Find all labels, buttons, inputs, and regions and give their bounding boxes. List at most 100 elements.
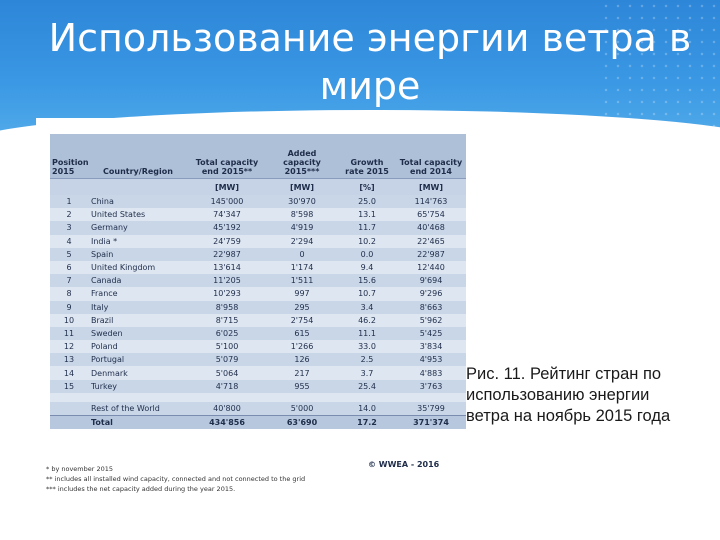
table-cell: 24'759 xyxy=(188,234,266,248)
footnote: * by november 2015 xyxy=(46,465,114,473)
header-position: Position 2015 xyxy=(50,134,89,179)
total-row: Total 434'856 63'690 17.2 371'374 xyxy=(50,415,466,430)
table-cell: 11.1 xyxy=(338,326,396,341)
table-cell: 11'205 xyxy=(188,274,266,288)
table-cell: India * xyxy=(88,234,188,248)
table-row: 10 Brazil 8'715 2'754 46.2 5'962 xyxy=(50,313,466,327)
table-cell: 63'690 xyxy=(266,415,338,430)
table-cell: 5'064 xyxy=(188,366,266,380)
table-cell: 1 xyxy=(50,195,88,209)
table-cell: 4'953 xyxy=(396,353,466,367)
table-cell: 0.0 xyxy=(338,247,396,261)
table-cell: 5'000 xyxy=(266,401,338,416)
units-row: [MW] [MW] [%] [MW] xyxy=(50,178,466,195)
copyright-label: © WWEA - 2016 xyxy=(368,460,440,469)
table-cell: 295 xyxy=(266,300,338,314)
table-cell: 12'440 xyxy=(396,260,466,275)
table-cell: 2'294 xyxy=(266,234,338,248)
table-cell: France xyxy=(88,287,188,301)
footnotes: * by november 2015 ** includes all insta… xyxy=(46,464,305,494)
table-cell xyxy=(50,178,88,195)
table-cell: 13 xyxy=(50,353,88,367)
table-cell: 6'025 xyxy=(188,326,266,341)
table-cell: 3.7 xyxy=(338,366,396,380)
table-row: 14 Denmark 5'064 217 3.7 4'883 xyxy=(50,366,466,380)
table-cell: 5'079 xyxy=(188,353,266,367)
table-cell xyxy=(88,178,188,195)
table-cell: 8'715 xyxy=(188,313,266,327)
table-cell: 3'834 xyxy=(396,340,466,354)
table-cell: 22'987 xyxy=(396,247,466,261)
table-cell: Poland xyxy=(88,340,188,354)
table-cell: 65'754 xyxy=(396,208,466,222)
table-row: 9 Italy 8'958 295 3.4 8'663 xyxy=(50,300,466,314)
figure-caption: Рис. 11. Рейтинг стран по использованию … xyxy=(466,365,671,425)
header-total-2015: Total capacity end 2015** xyxy=(188,134,266,179)
table-cell: United Kingdom xyxy=(88,260,188,275)
table-row: 4 India * 24'759 2'294 10.2 22'465 xyxy=(50,234,466,248)
table-cell: 6 xyxy=(50,260,88,275)
table-cell: 9.4 xyxy=(338,260,396,275)
table-row: 2 United States 74'347 8'598 13.1 65'754 xyxy=(50,208,466,222)
table-cell: 9 xyxy=(50,300,88,314)
table-cell: 5'100 xyxy=(188,340,266,354)
table-cell: 33.0 xyxy=(338,340,396,354)
table-cell: Spain xyxy=(88,247,188,261)
table-cell: United States xyxy=(88,208,188,222)
table-cell: 217 xyxy=(266,366,338,380)
table-cell xyxy=(50,415,88,430)
table-cell: Portugal xyxy=(88,353,188,367)
table-cell: 40'468 xyxy=(396,221,466,235)
table-cell: 35'799 xyxy=(396,401,466,416)
table-cell: 3'763 xyxy=(396,379,466,393)
table-cell: 15 xyxy=(50,379,88,393)
table-cell: 114'763 xyxy=(396,195,466,209)
table-cell: 371'374 xyxy=(396,415,466,430)
wind-capacity-table-image: Position 2015 Country/Region Total capac… xyxy=(36,118,466,500)
table-cell: 1'174 xyxy=(266,260,338,275)
table-row: 11 Sweden 6'025 615 11.1 5'425 xyxy=(50,326,466,341)
table-cell: 1'511 xyxy=(266,274,338,288)
table-cell: 14.0 xyxy=(338,401,396,416)
table-row: 3 Germany 45'192 4'919 11.7 40'468 xyxy=(50,221,466,235)
table-cell: 17.2 xyxy=(338,415,396,430)
table-cell: 9'296 xyxy=(396,287,466,301)
table-cell: 4 xyxy=(50,234,88,248)
table-cell: 10.7 xyxy=(338,287,396,301)
table-cell: 8'663 xyxy=(396,300,466,314)
table-cell: 10 xyxy=(50,313,88,327)
table-row: 7 Canada 11'205 1'511 15.6 9'694 xyxy=(50,274,466,288)
table-row: 15 Turkey 4'718 955 25.4 3'763 xyxy=(50,379,466,393)
table-cell: Denmark xyxy=(88,366,188,380)
table-cell: 11 xyxy=(50,326,88,341)
table-cell: Italy xyxy=(88,300,188,314)
table-cell: 8'598 xyxy=(266,208,338,222)
table-cell: 25.4 xyxy=(338,379,396,393)
table-cell: 30'970 xyxy=(266,195,338,209)
table-cell: 11.7 xyxy=(338,221,396,235)
table-cell: 45'192 xyxy=(188,221,266,235)
table-cell: [MW] xyxy=(266,178,338,195)
header-added-2015: Added capacity 2015*** xyxy=(266,134,338,179)
table-cell: 615 xyxy=(266,326,338,341)
table-cell: 8'958 xyxy=(188,300,266,314)
table-cell: 22'465 xyxy=(396,234,466,248)
table-row: 1 China 145'000 30'970 25.0 114'763 xyxy=(50,195,466,209)
table-cell: [MW] xyxy=(188,178,266,195)
table-cell: 4'718 xyxy=(188,379,266,393)
table-cell: 2'754 xyxy=(266,313,338,327)
table-cell: 0 xyxy=(266,247,338,261)
table-cell: 25.0 xyxy=(338,195,396,209)
table-row: 13 Portugal 5'079 126 2.5 4'953 xyxy=(50,353,466,367)
footnote: *** includes the net capacity added duri… xyxy=(46,485,236,493)
table-cell: 10'293 xyxy=(188,287,266,301)
table-cell: 13.1 xyxy=(338,208,396,222)
table-cell: 74'347 xyxy=(188,208,266,222)
table-cell: 22'987 xyxy=(188,247,266,261)
table-cell: 7 xyxy=(50,274,88,288)
table-cell: 1'266 xyxy=(266,340,338,354)
table-cell: 5 xyxy=(50,247,88,261)
footnote: ** includes all installed wind capacity,… xyxy=(46,475,306,483)
table-cell: [MW] xyxy=(396,178,466,195)
table-header-row: Position 2015 Country/Region Total capac… xyxy=(50,134,466,179)
